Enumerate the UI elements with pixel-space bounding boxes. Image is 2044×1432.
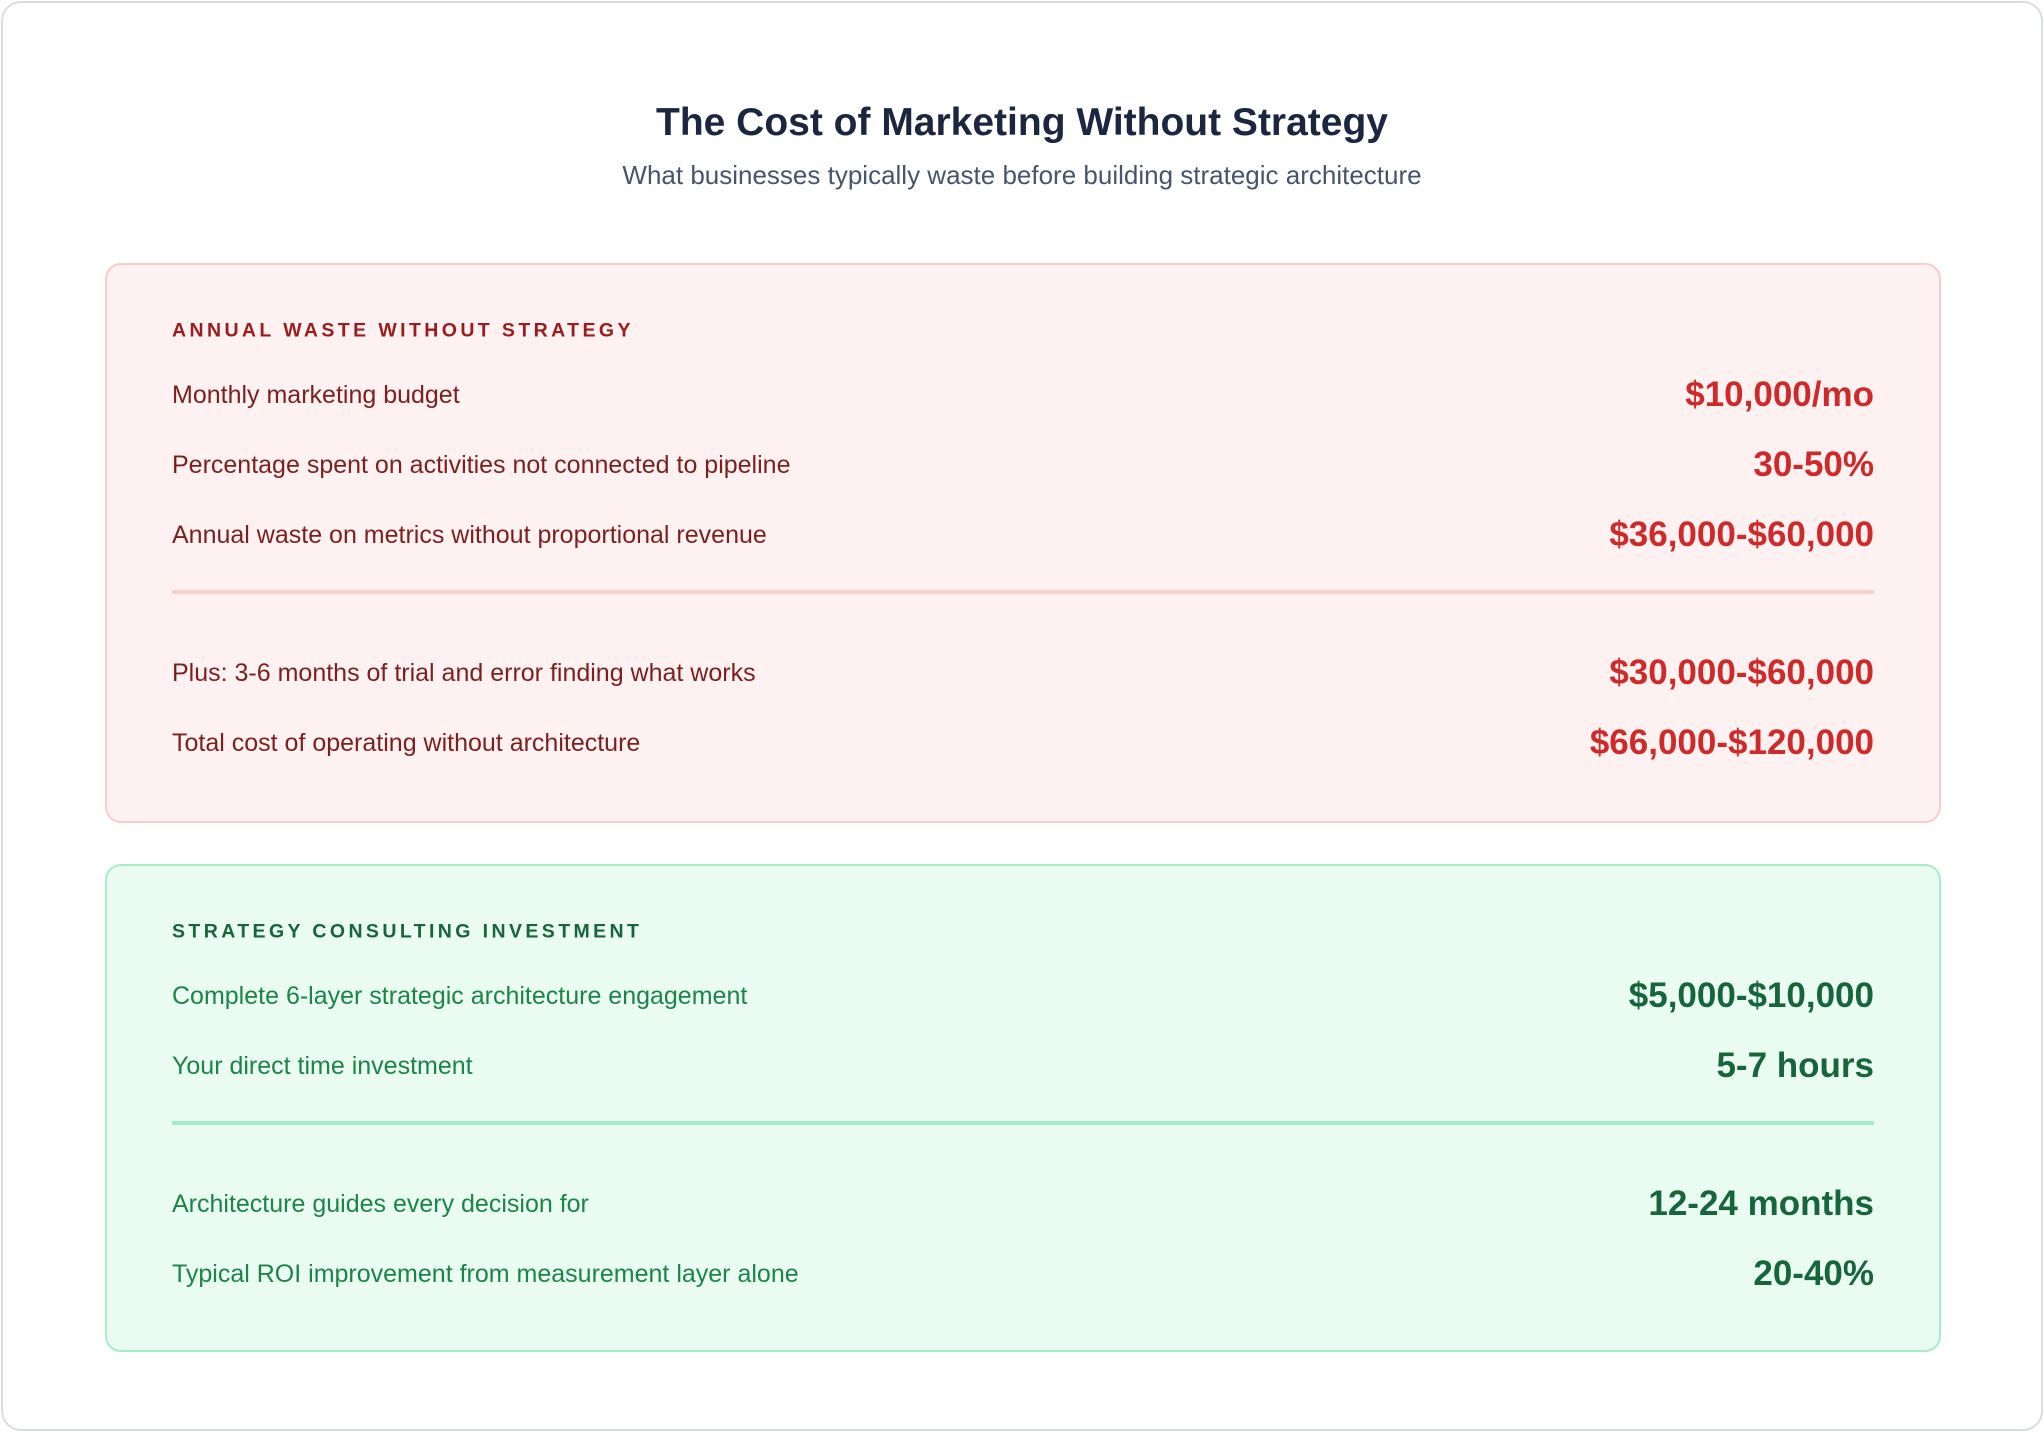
row-value: 20-40% bbox=[1753, 1254, 1874, 1293]
title: The Cost of Marketing Without Strategy bbox=[656, 101, 1388, 144]
row-value: 12-24 months bbox=[1648, 1184, 1874, 1223]
divider bbox=[172, 1121, 1874, 1125]
row-value: $5,000-$10,000 bbox=[1628, 976, 1874, 1015]
row-label: Plus: 3-6 months of trial and error find… bbox=[172, 658, 756, 687]
row-value: $30,000-$60,000 bbox=[1609, 653, 1874, 692]
row-label: Percentage spent on activities not conne… bbox=[172, 450, 791, 479]
row-value: 5-7 hours bbox=[1716, 1046, 1874, 1085]
row-label: Typical ROI improvement from measurement… bbox=[172, 1259, 799, 1288]
cost-row: Monthly marketing budget $10,000/mo bbox=[172, 360, 1874, 430]
cost-row: Total cost of operating without architec… bbox=[172, 708, 1874, 778]
row-label: Complete 6-layer strategic architecture … bbox=[172, 981, 748, 1010]
cost-row: Percentage spent on activities not conne… bbox=[172, 430, 1874, 500]
row-label: Architecture guides every decision for bbox=[172, 1189, 589, 1218]
row-label: Monthly marketing budget bbox=[172, 380, 460, 409]
section-label: ANNUAL WASTE WITHOUT STRATEGY bbox=[172, 319, 634, 342]
row-label: Total cost of operating without architec… bbox=[172, 728, 641, 757]
row-value: $10,000/mo bbox=[1685, 375, 1874, 414]
row-value: $36,000-$60,000 bbox=[1609, 515, 1874, 554]
cost-row: Architecture guides every decision for 12… bbox=[172, 1169, 1874, 1239]
section-box: ANNUAL WASTE WITHOUT STRATEGY Monthly mar… bbox=[105, 263, 1941, 823]
divider bbox=[172, 590, 1874, 594]
section-box: STRATEGY CONSULTING INVESTMENT Complete 6… bbox=[105, 864, 1941, 1352]
row-label: Annual waste on metrics without proporti… bbox=[172, 520, 767, 549]
row-value: $66,000-$120,000 bbox=[1589, 723, 1874, 762]
subtitle: What businesses typically waste before b… bbox=[622, 160, 1422, 190]
cost-row: Complete 6-layer strategic architecture … bbox=[172, 961, 1874, 1031]
cost-row: Typical ROI improvement from measurement… bbox=[172, 1239, 1874, 1309]
section-label: STRATEGY CONSULTING INVESTMENT bbox=[172, 920, 643, 943]
cost-row: Plus: 3-6 months of trial and error find… bbox=[172, 638, 1874, 708]
cost-row: Annual waste on metrics without proporti… bbox=[172, 500, 1874, 570]
row-value: 30-50% bbox=[1753, 445, 1874, 484]
cost-row: Your direct time investment 5-7 hours bbox=[172, 1031, 1874, 1101]
row-label: Your direct time investment bbox=[172, 1051, 473, 1080]
